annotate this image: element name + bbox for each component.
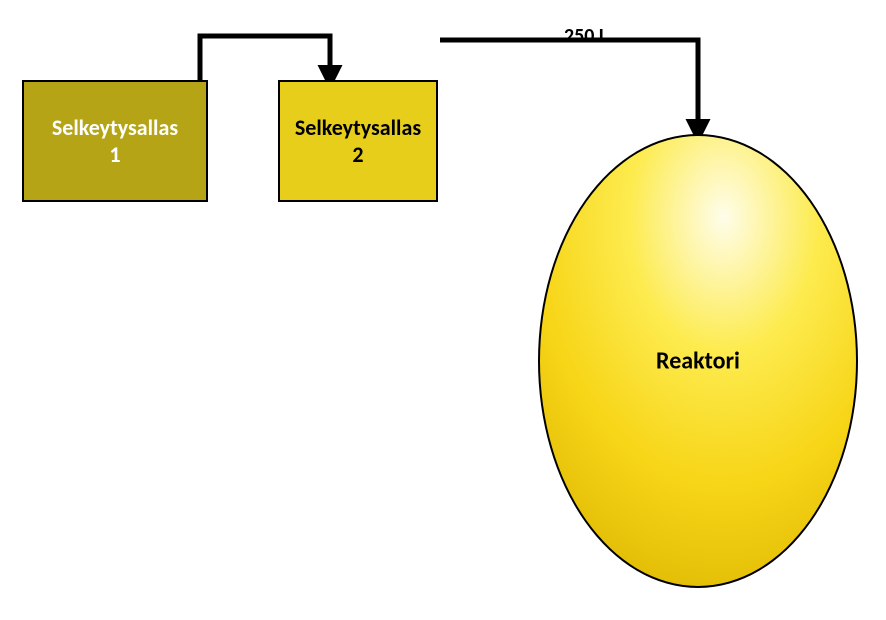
edge-label-250l: 250 L <box>564 24 607 48</box>
node-pool2-label: Selkeytysallas 2 <box>295 114 421 169</box>
edge-pool2-reactor <box>440 40 698 130</box>
node-reactor: Reaktori <box>538 134 858 588</box>
node-reactor-label: Reaktori <box>656 347 740 376</box>
node-pool1-label: Selkeytysallas 1 <box>52 114 178 169</box>
edge-pool1-pool2 <box>200 36 330 80</box>
node-pool1: Selkeytysallas 1 <box>22 80 208 202</box>
node-pool2: Selkeytysallas 2 <box>278 80 438 202</box>
